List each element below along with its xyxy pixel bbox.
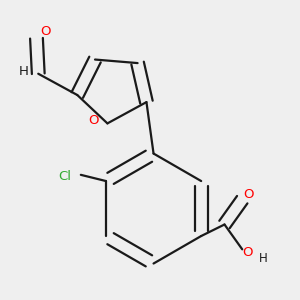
Text: O: O: [89, 114, 99, 127]
Text: O: O: [243, 246, 253, 259]
Text: O: O: [243, 188, 254, 201]
Text: H: H: [18, 65, 28, 79]
Text: Cl: Cl: [58, 170, 71, 183]
Text: H: H: [258, 252, 267, 265]
Text: O: O: [40, 26, 51, 38]
